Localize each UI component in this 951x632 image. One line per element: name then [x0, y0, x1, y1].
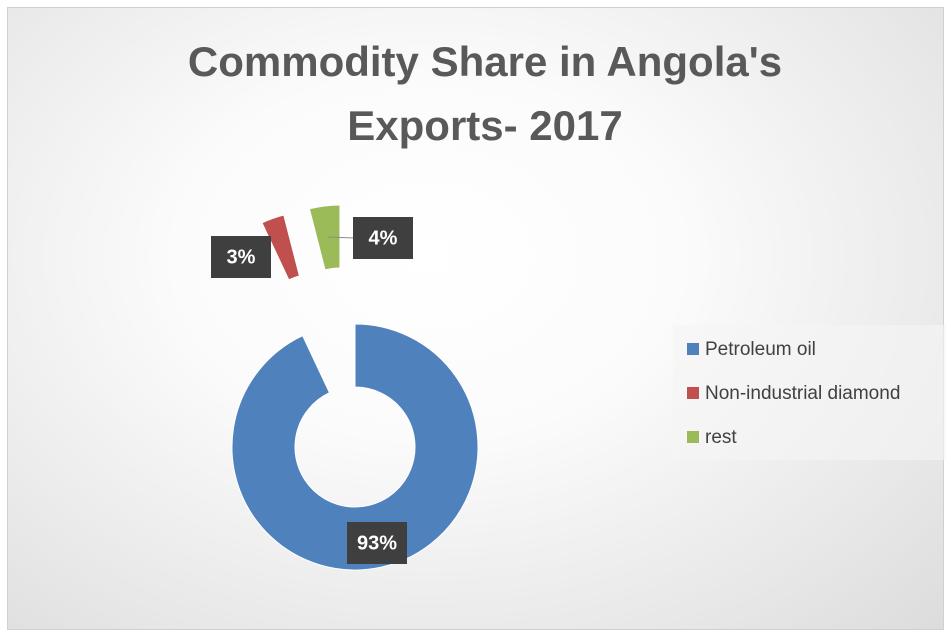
doughnut-slice	[308, 204, 341, 271]
legend-label: rest	[705, 427, 737, 448]
doughnut-slice	[231, 323, 479, 571]
chart-title: Commodity Share in Angola's Exports- 201…	[187, 38, 783, 149]
leader-line	[328, 236, 357, 239]
legend-label: Petroleum oil	[705, 339, 816, 360]
legend-box	[673, 325, 946, 460]
legend-swatch	[687, 387, 699, 399]
data-label-box	[353, 217, 413, 259]
data-label: 3%	[227, 246, 256, 268]
legend-swatch	[687, 431, 699, 443]
data-label-box	[211, 236, 271, 278]
doughnut-slice	[261, 214, 301, 281]
legend-swatch	[687, 343, 699, 355]
data-label: 4%	[369, 227, 398, 249]
chart-area	[7, 7, 944, 630]
data-label: 93%	[357, 532, 397, 554]
data-label-box	[347, 522, 407, 564]
legend-label: Non-industrial diamond	[705, 383, 900, 404]
